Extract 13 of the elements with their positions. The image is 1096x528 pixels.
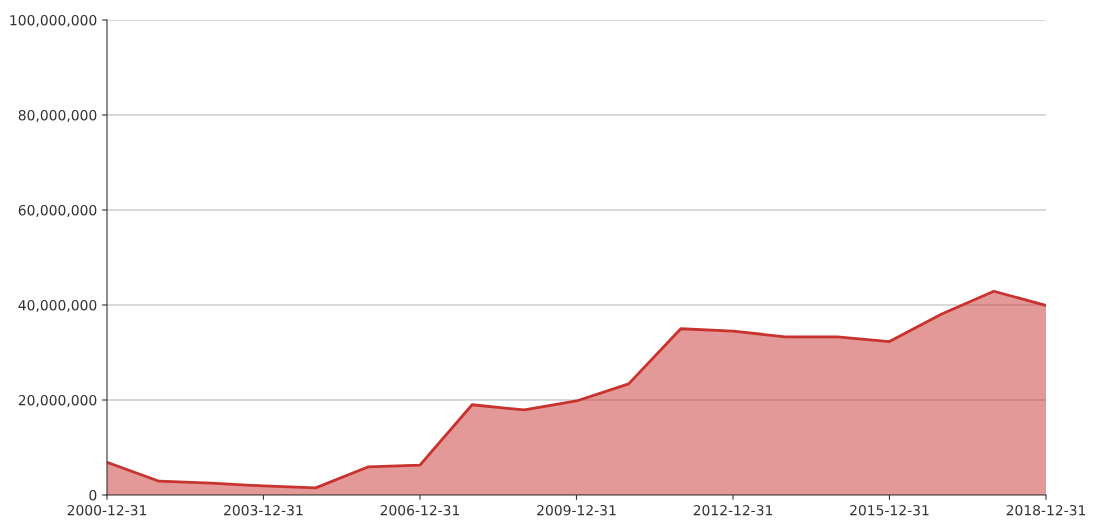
x-tick-label: 2012-12-31 bbox=[693, 504, 773, 516]
y-tick-label: 40,000,000 bbox=[18, 299, 97, 312]
x-tick-label: 2015-12-31 bbox=[850, 504, 929, 516]
x-tick-label: 2000-12-31 bbox=[67, 504, 147, 516]
x-tick-label: 2006-12-31 bbox=[380, 504, 460, 516]
x-tick-label: 2003-12-31 bbox=[224, 504, 303, 516]
x-tick-label: 2018-12-31 bbox=[1006, 504, 1086, 516]
y-tick-label: 100,000,000 bbox=[10, 14, 97, 27]
x-tick-label: 2009-12-31 bbox=[537, 504, 616, 516]
y-tick-label: 20,000,000 bbox=[18, 394, 97, 407]
y-tick-label: 0 bbox=[89, 489, 97, 501]
y-tick-label: 60,000,000 bbox=[18, 204, 97, 217]
y-tick-label: 80,000,000 bbox=[18, 109, 97, 122]
